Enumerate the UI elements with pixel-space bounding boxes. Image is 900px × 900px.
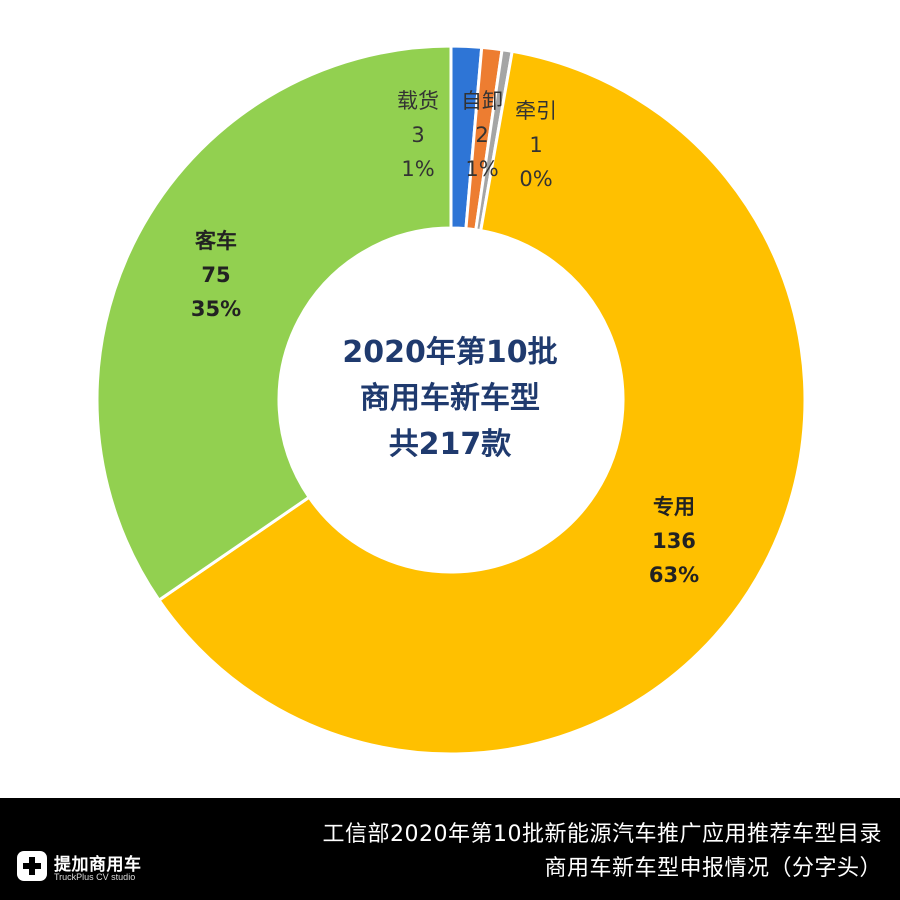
label-zhuanyong-name: 专用 bbox=[653, 495, 695, 519]
footer-caption-line-1: 工信部2020年第10批新能源汽车推广应用推荐车型目录 bbox=[322, 822, 882, 847]
center-title-line-3: 共217款 bbox=[388, 427, 512, 462]
label-qianyin-percent: 0% bbox=[519, 167, 553, 191]
label-keche: 客车 75 35% bbox=[176, 224, 256, 326]
label-keche-name: 客车 bbox=[195, 229, 237, 253]
center-title-line-1: 2020年第10批 bbox=[342, 335, 558, 370]
label-qianyin-value: 1 bbox=[529, 133, 543, 157]
logo-subtext: TruckPlus CV studio bbox=[54, 872, 136, 882]
center-title: 2020年第10批 商用车新车型 共217款 bbox=[300, 330, 600, 468]
label-zaihuo: 载货 3 1% bbox=[386, 84, 450, 186]
logo-text: 提加商用车 bbox=[54, 855, 142, 875]
donut-slice-4 bbox=[95, 44, 453, 603]
label-keche-value: 75 bbox=[201, 263, 231, 287]
center-title-line-2: 商用车新车型 bbox=[360, 381, 540, 416]
label-zixie-name: 自卸 bbox=[461, 89, 503, 113]
label-zaihuo-name: 载货 bbox=[397, 89, 439, 113]
label-qianyin: 牵引 1 0% bbox=[504, 94, 568, 196]
label-zhuanyong-percent: 63% bbox=[648, 563, 700, 587]
donut-svg bbox=[95, 44, 807, 756]
label-zaihuo-percent: 1% bbox=[401, 157, 435, 181]
label-zixie: 自卸 2 1% bbox=[452, 84, 512, 186]
label-zixie-percent: 1% bbox=[465, 157, 499, 181]
donut-slice-3 bbox=[156, 49, 807, 756]
label-qianyin-name: 牵引 bbox=[515, 99, 557, 123]
label-zaihuo-value: 3 bbox=[411, 123, 425, 147]
label-zhuanyong: 专用 136 63% bbox=[634, 490, 714, 592]
footer-caption-line-2: 商用车新车型申报情况（分字头） bbox=[544, 856, 882, 881]
label-keche-percent: 35% bbox=[190, 297, 242, 321]
label-zixie-value: 2 bbox=[475, 123, 489, 147]
brand-logo[interactable]: 提加商用车 TruckPlus CV studio bbox=[16, 848, 206, 888]
footer-bar: 提加商用车 TruckPlus CV studio 工信部2020年第10批新能… bbox=[0, 798, 900, 900]
donut-chart: 2020年第10批 商用车新车型 共217款 载货 3 1% 自卸 2 1% 牵… bbox=[95, 44, 807, 756]
label-zhuanyong-value: 136 bbox=[652, 529, 696, 553]
truck-logo-icon bbox=[17, 851, 47, 881]
